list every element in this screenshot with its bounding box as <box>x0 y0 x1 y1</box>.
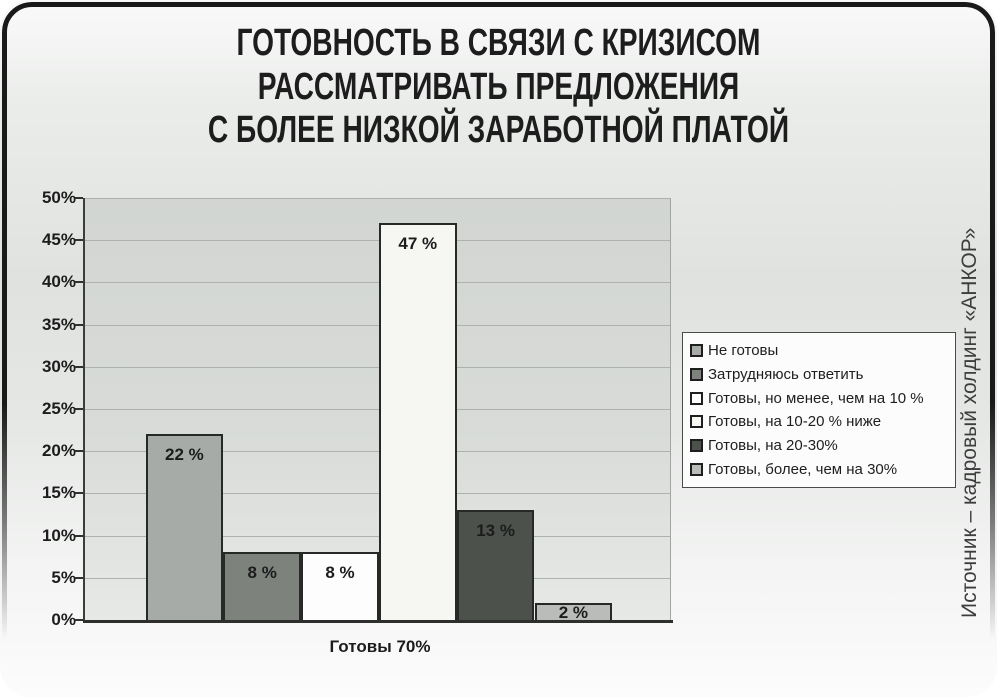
y-tick-label: 50% <box>41 188 76 207</box>
bar-value-label: 8 % <box>325 563 355 583</box>
y-tick-label: 45% <box>41 230 76 250</box>
y-tick-label: 35% <box>41 314 76 334</box>
legend-label: Затрудняюсь ответить <box>708 366 864 384</box>
y-tick-label: 40% <box>41 272 76 292</box>
y-tick <box>75 492 83 495</box>
page-title: ГОТОВНОСТЬ В СВЯЗИ С КРИЗИСОМ РАССМАТРИВ… <box>0 22 997 153</box>
bar <box>534 603 613 620</box>
gridline <box>85 366 670 368</box>
bar <box>145 434 224 620</box>
legend-item: Затрудняюсь ответить <box>690 363 948 387</box>
legend-item: Готовы, но менее, чем на 10 % <box>690 386 948 410</box>
bar <box>378 223 457 620</box>
legend-label: Не готовы <box>708 342 779 360</box>
y-tick <box>75 619 83 621</box>
y-tick <box>75 408 83 410</box>
legend-swatch <box>690 439 703 453</box>
y-tick-label: 20% <box>41 441 76 461</box>
gridline <box>85 493 670 495</box>
y-tick <box>75 281 83 284</box>
chart-legend: Не готовы Затрудняюсь ответить Готовы, но … <box>682 332 956 489</box>
x-axis-label: Готовы 70% <box>329 637 431 656</box>
y-tick-label: 5% <box>51 567 76 587</box>
y-tick-label: 0% <box>51 610 76 629</box>
bar-value-label: 13 % <box>476 521 515 541</box>
y-tick <box>75 576 83 579</box>
x-axis-line <box>83 620 673 623</box>
bar-value-label: 2 % <box>558 603 589 623</box>
title-line-3: С БОЛЕЕ НИЗКОЙ ЗАРАБОТНОЙ ПЛАТОЙ <box>207 109 790 151</box>
title-line-1: ГОТОВНОСТЬ В СВЯЗИ С КРИЗИСОМ <box>236 22 761 64</box>
y-tick <box>75 365 83 368</box>
legend-swatch <box>690 368 703 382</box>
gridline <box>85 535 670 537</box>
plot-area: 22 % 8 % 8 % 47 % 13 % 2 % <box>75 197 673 623</box>
gridline <box>85 451 670 453</box>
y-axis-line <box>83 198 85 623</box>
legend-item: Готовы, на 20-30% <box>690 434 948 458</box>
legend-label: Готовы, но менее, чем на 10 % <box>708 389 924 407</box>
legend-label: Готовы, на 20-30% <box>708 437 838 455</box>
gridline <box>85 240 670 242</box>
bar-value-label: 8 % <box>247 563 277 583</box>
y-tick <box>75 323 83 326</box>
y-tick-label: 10% <box>41 525 76 545</box>
gridline <box>85 324 670 326</box>
legend-swatch <box>690 391 703 405</box>
y-tick-label: 15% <box>41 483 76 503</box>
gridline <box>85 198 670 199</box>
title-line-2: РАССМАТРИВАТЬ ПРЕДЛОЖЕНИЯ <box>257 65 740 108</box>
y-tick <box>75 239 83 242</box>
legend-label: Готовы, более, чем на 30% <box>708 460 898 478</box>
bar-value-label: 22 % <box>165 445 204 465</box>
y-tick <box>75 534 83 537</box>
legend-item: Готовы, более, чем на 30% <box>690 457 948 481</box>
bar <box>456 510 535 620</box>
legend-swatch <box>690 462 703 476</box>
gridline <box>85 282 670 284</box>
bar <box>301 552 379 620</box>
y-tick <box>75 197 83 199</box>
legend-swatch <box>690 415 703 429</box>
y-tick <box>75 450 83 453</box>
legend-item: Готовы, на 10-20 % ниже <box>690 410 948 434</box>
legend-swatch <box>690 344 703 358</box>
bar-value-label: 47 % <box>398 234 438 254</box>
legend-item: Не готовы <box>690 339 948 363</box>
gridline <box>85 409 670 410</box>
legend-label: Готовы, на 10-20 % ниже <box>708 413 882 431</box>
y-tick-label: 30% <box>41 356 76 376</box>
y-tick-label: 25% <box>41 399 76 418</box>
bar <box>223 552 302 620</box>
